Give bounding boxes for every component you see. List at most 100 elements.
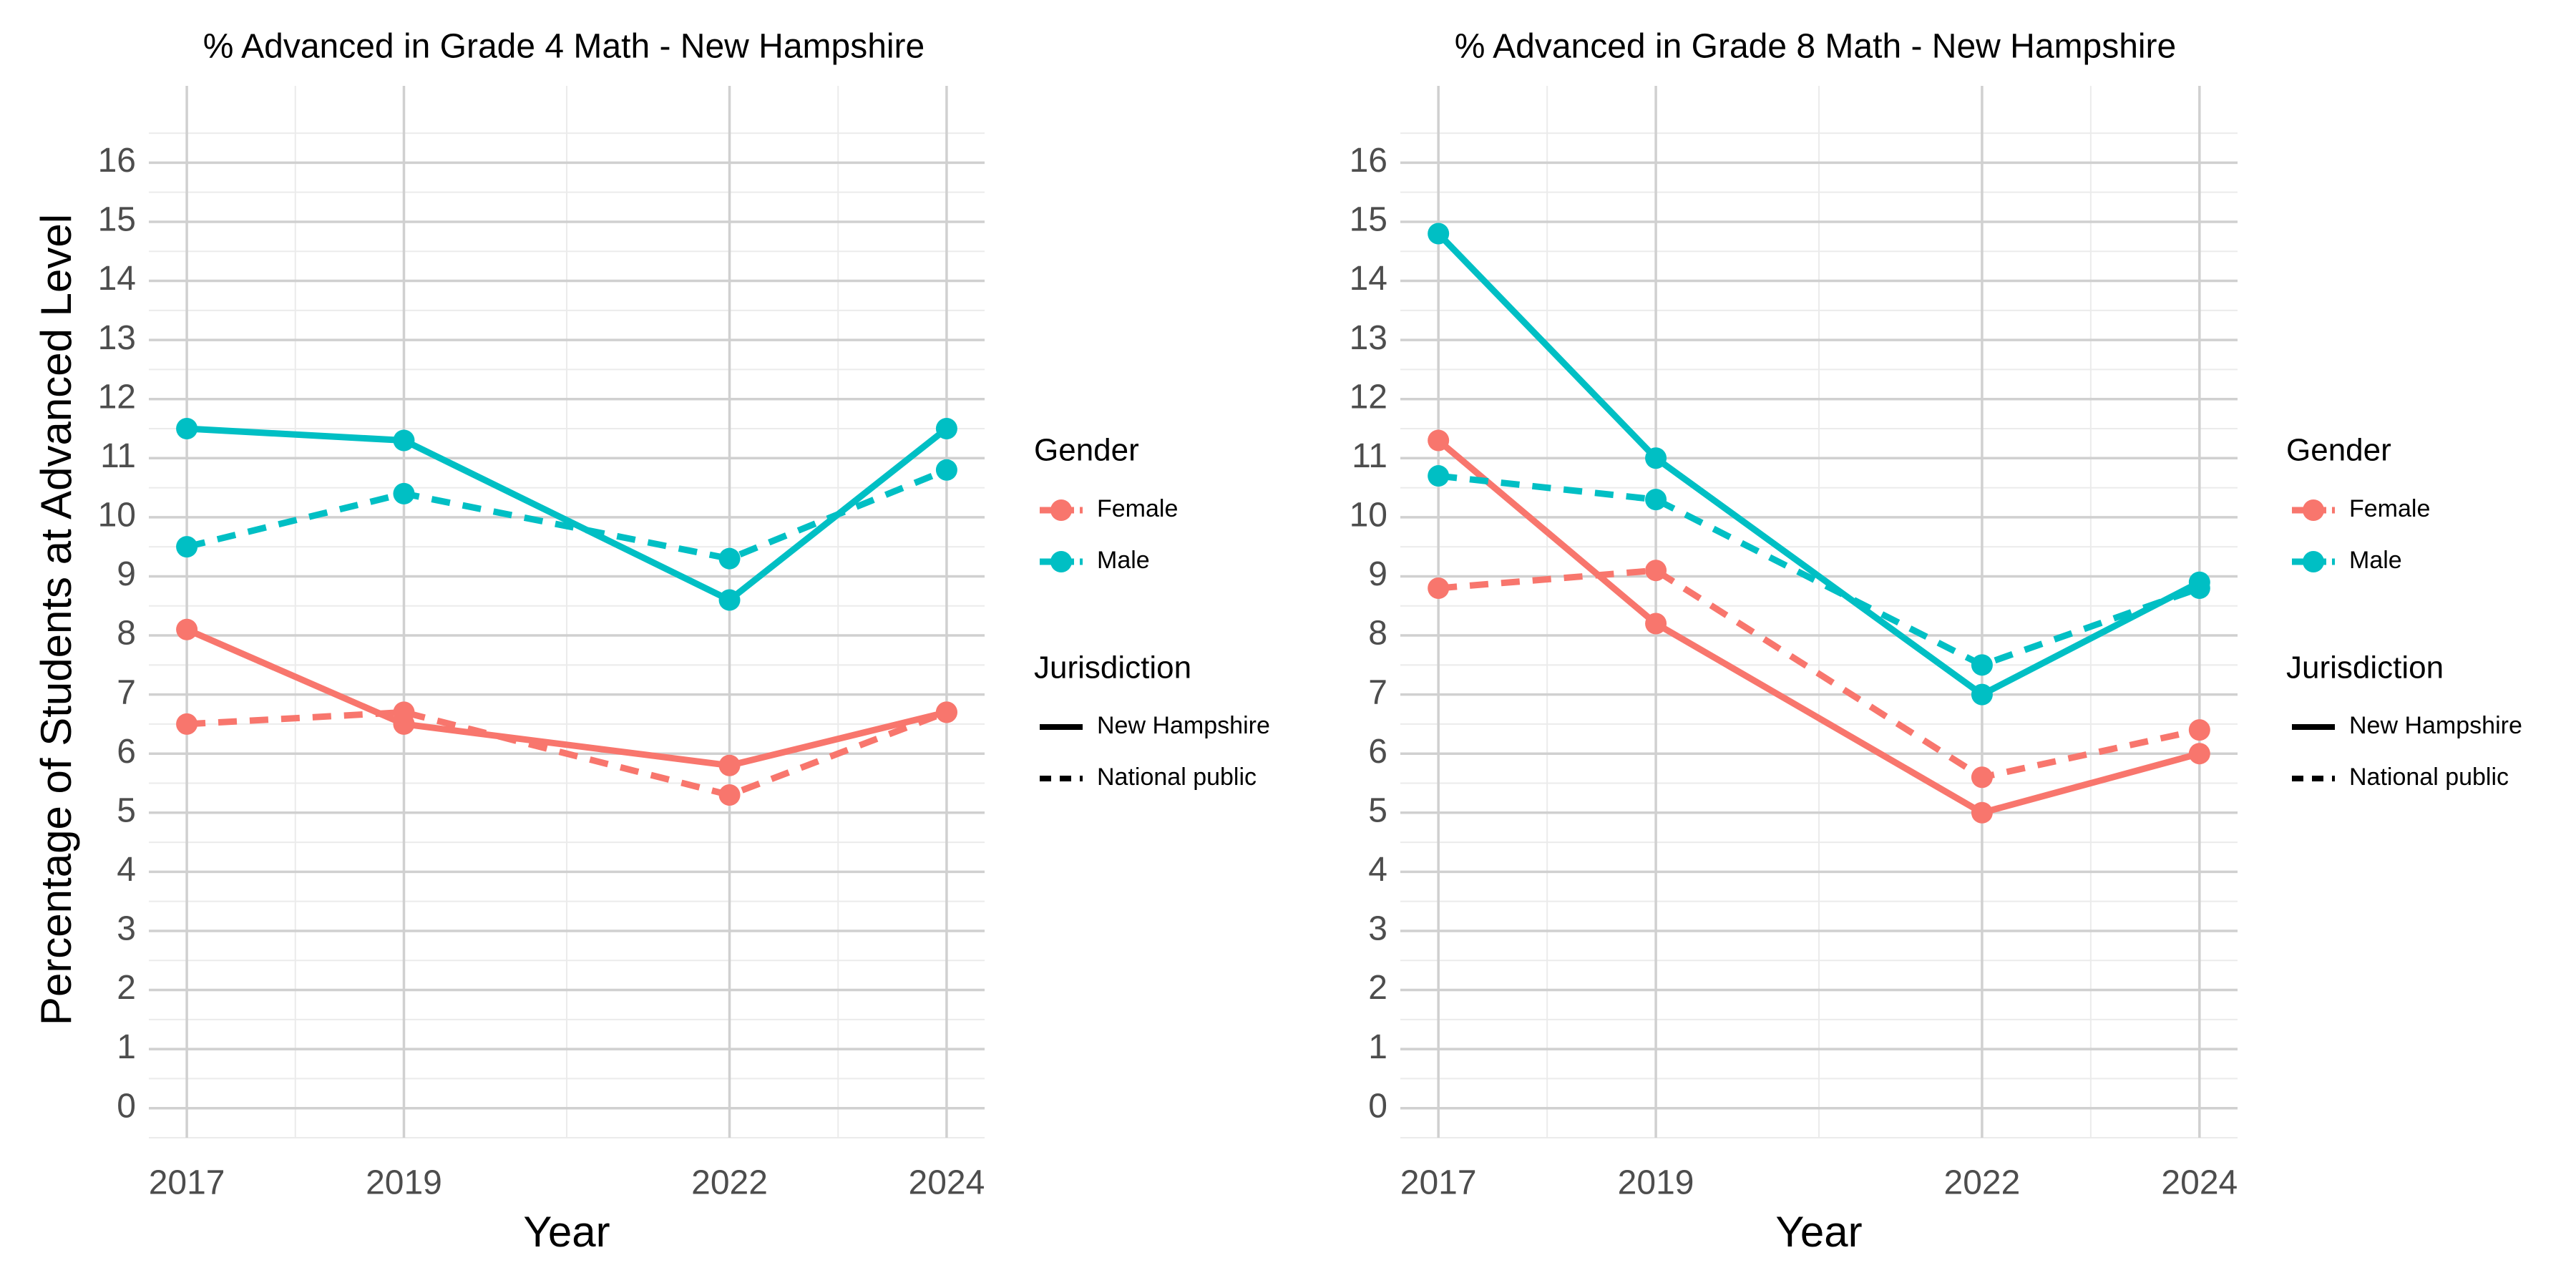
chart-title: % Advanced in Grade 4 Math - New Hampshi… <box>203 28 924 66</box>
legend-jurisdiction-label: New Hampshire <box>2349 712 2522 739</box>
legend-gender-label: Male <box>2349 547 2402 574</box>
data-point-female-2017 <box>176 618 198 640</box>
data-point-female-2017 <box>176 713 198 735</box>
data-point-female-2022 <box>1971 766 1993 789</box>
y-tick-label: 13 <box>1350 319 1387 357</box>
series-group <box>176 417 957 806</box>
x-axis-label: Year <box>523 1208 610 1256</box>
chart-panel-2: % Advanced in Grade 8 Math - New Hampshi… <box>1350 28 2522 1256</box>
y-tick-label: 15 <box>1350 201 1387 239</box>
y-tick-label: 6 <box>1368 733 1387 771</box>
data-point-female-2024 <box>2188 743 2210 765</box>
data-point-male-2019 <box>393 429 415 452</box>
y-tick-label: 10 <box>98 497 136 535</box>
plot-grid <box>1400 86 2238 1138</box>
legend-key-point-male <box>1050 551 1072 572</box>
y-tick-label: 0 <box>1368 1087 1387 1125</box>
y-tick-label: 14 <box>1350 260 1387 298</box>
data-point-male-2022 <box>718 547 741 570</box>
legend: Gender Female Male Jurisdiction New Hampshir… <box>1034 433 1270 791</box>
series-line-male-new-hampshire <box>1435 231 2201 698</box>
x-tick-label: 2017 <box>1400 1164 1477 1202</box>
x-tick-label: 2019 <box>1618 1164 1694 1202</box>
data-point-male-2022 <box>1971 654 1993 676</box>
y-tick-label: 16 <box>98 142 136 180</box>
data-point-female-2022 <box>1971 801 1993 824</box>
y-tick-label: 9 <box>117 555 136 593</box>
y-tick-label: 10 <box>1350 497 1387 535</box>
y-tick-label: 11 <box>100 437 136 475</box>
y-tick-label: 4 <box>117 851 136 889</box>
y-tick-label: 5 <box>117 791 136 829</box>
data-point-female-2019 <box>1645 613 1667 635</box>
data-point-female-2022 <box>718 784 741 806</box>
y-tick-label: 7 <box>117 673 136 711</box>
data-point-male-2019 <box>1645 489 1667 511</box>
y-tick-label: 6 <box>117 733 136 771</box>
series-line-female-national-public <box>186 708 948 799</box>
data-point-female-2024 <box>935 701 957 723</box>
data-point-male-2017 <box>1428 223 1450 245</box>
data-point-female-2022 <box>718 754 741 776</box>
y-tick-label: 3 <box>1368 910 1387 948</box>
legend-gender-title: Gender <box>1034 433 1139 468</box>
data-point-male-2017 <box>176 536 198 558</box>
legend-key-point-male <box>2303 551 2324 572</box>
chart-title: % Advanced in Grade 8 Math - New Hampshi… <box>1455 28 2176 66</box>
x-tick-label: 2024 <box>2161 1164 2238 1202</box>
y-tick-label: 14 <box>98 260 136 298</box>
data-point-male-2019 <box>393 482 415 504</box>
x-axis-label: Year <box>1775 1208 1862 1256</box>
y-tick-label: 12 <box>1350 378 1387 416</box>
series-line-female-national-public <box>1438 567 2200 781</box>
data-point-female-2019 <box>393 701 415 723</box>
y-tick-label: 4 <box>1368 851 1387 889</box>
y-tick-label: 16 <box>1350 142 1387 180</box>
legend-jurisdiction-title: Jurisdiction <box>2286 650 2444 686</box>
data-point-female-2017 <box>1428 429 1450 452</box>
y-tick-label: 13 <box>98 319 136 357</box>
legend-gender-title: Gender <box>2286 433 2391 468</box>
chart-panel-1: % Advanced in Grade 4 Math - New Hampshi… <box>98 28 1270 1256</box>
y-tick-label: 1 <box>1368 1028 1387 1066</box>
y-tick-label: 15 <box>98 201 136 239</box>
y-tick-label: 5 <box>1368 791 1387 829</box>
x-tick-label: 2017 <box>149 1164 225 1202</box>
legend-key-point-female <box>1050 499 1072 521</box>
x-tick-label: 2024 <box>909 1164 985 1202</box>
legend-gender-label: Female <box>1097 495 1178 522</box>
legend-jurisdiction-title: Jurisdiction <box>1034 650 1191 686</box>
legend-jurisdiction-label: National public <box>1097 763 1257 791</box>
data-point-male-2022 <box>718 589 741 611</box>
data-point-male-2022 <box>1971 683 1993 706</box>
plot-grid <box>149 86 985 1138</box>
x-tick-label: 2022 <box>1944 1164 2021 1202</box>
x-tick-label: 2019 <box>366 1164 442 1202</box>
legend-jurisdiction-label: National public <box>2349 763 2509 791</box>
data-point-female-2019 <box>1645 560 1667 582</box>
x-tick-label: 2022 <box>691 1164 768 1202</box>
series-line-male-national-public <box>186 467 948 562</box>
series-group <box>1428 223 2210 824</box>
y-tick-label: 2 <box>1368 969 1387 1007</box>
chart-panels: % Advanced in Grade 4 Math - New Hampshi… <box>98 28 2522 1256</box>
data-point-female-2024 <box>2188 719 2210 741</box>
legend-gender-label: Female <box>2349 495 2430 522</box>
data-point-male-2017 <box>176 417 198 439</box>
data-point-male-2024 <box>2188 577 2210 599</box>
y-tick-label: 2 <box>117 969 136 1007</box>
legend: Gender Female Male Jurisdiction New Hampshir… <box>2286 433 2522 791</box>
y-tick-label: 0 <box>117 1087 136 1125</box>
legend-gender-label: Male <box>1097 547 1150 574</box>
y-tick-label: 8 <box>117 615 136 653</box>
series-line-female-new-hampshire <box>1436 438 2200 816</box>
data-point-male-2024 <box>935 417 957 439</box>
y-tick-label: 12 <box>98 378 136 416</box>
data-point-male-2017 <box>1428 465 1450 487</box>
legend-key-point-female <box>2303 499 2324 521</box>
y-tick-label: 1 <box>117 1028 136 1066</box>
shared-y-axis-label: Percentage of Students at Advanced Level <box>32 214 80 1025</box>
y-tick-label: 7 <box>1368 673 1387 711</box>
